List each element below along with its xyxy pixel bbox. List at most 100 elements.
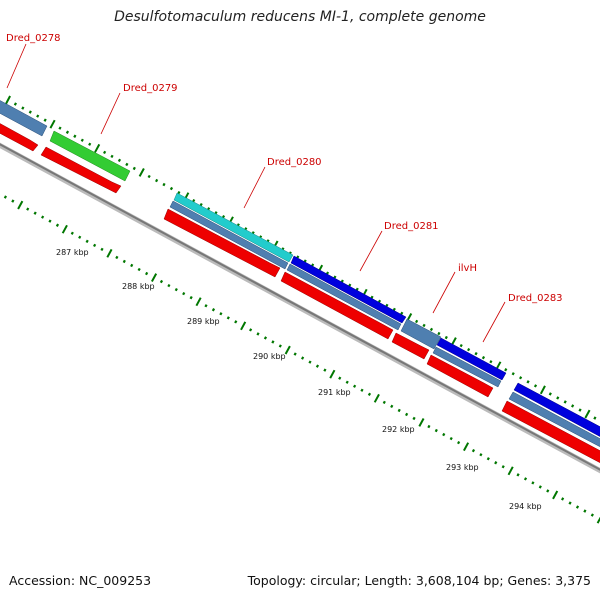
minor-tick [43, 118, 47, 122]
gene-feature-steel[interactable] [432, 346, 502, 388]
cds-arrow[interactable] [426, 354, 494, 398]
minor-tick [78, 235, 82, 239]
minor-tick [434, 428, 438, 433]
inner-tick-row [3, 195, 600, 524]
minor-tick [211, 308, 216, 312]
major-tick [106, 248, 113, 258]
minor-tick [459, 343, 463, 348]
major-tick [240, 321, 247, 331]
minor-tick [13, 102, 17, 106]
cds-arrow[interactable] [163, 208, 281, 278]
major-tick [418, 418, 425, 427]
minor-tick [58, 126, 62, 130]
minor-tick [226, 316, 230, 320]
cds-arrow[interactable] [391, 332, 430, 360]
cds-arrow[interactable] [40, 146, 122, 194]
minor-tick [345, 380, 349, 384]
gene-feature-cyan[interactable] [173, 192, 294, 263]
kbp-label: 290 kbp [253, 352, 286, 361]
minor-tick [474, 351, 478, 356]
gene-feature-steel[interactable] [400, 318, 442, 350]
major-tick [5, 95, 11, 105]
gene-feature-green[interactable] [49, 130, 131, 182]
cds-arrow[interactable] [0, 118, 39, 152]
gene-feature-steel[interactable] [508, 391, 600, 452]
minor-tick [504, 368, 508, 372]
kbp-label: 287 kbp [56, 248, 89, 257]
gene-label-dred-0279[interactable]: Dred_0279 [123, 83, 178, 94]
minor-tick [561, 497, 565, 501]
major-tick [584, 409, 591, 419]
minor-tick [427, 424, 431, 429]
minor-tick [353, 384, 357, 388]
minor-tick [204, 304, 208, 308]
gene-label-leaders [6, 43, 506, 343]
outer-tick-row [5, 95, 597, 420]
kbp-label: 289 kbp [187, 317, 220, 326]
gene-label-dred-0278[interactable]: Dred_0278 [6, 33, 61, 44]
cds-arrow[interactable] [280, 271, 394, 340]
minor-tick [147, 174, 151, 179]
minor-tick [533, 384, 538, 388]
minor-tick [457, 440, 461, 445]
minor-tick [36, 114, 40, 118]
minor-tick [412, 416, 416, 421]
minor-tick [167, 283, 171, 288]
minor-tick [189, 295, 193, 300]
minor-tick [93, 243, 97, 248]
minor-tick [511, 372, 515, 376]
gene-feature-blue[interactable] [436, 337, 507, 381]
major-tick [507, 466, 514, 476]
minor-tick [182, 291, 186, 296]
gene-feature-steel[interactable] [0, 95, 48, 137]
kbp-label: 291 kbp [318, 388, 351, 397]
minor-tick [593, 416, 597, 420]
gene-feature-blue[interactable] [513, 382, 600, 442]
minor-tick [400, 311, 404, 316]
minor-tick [489, 360, 493, 364]
gene-feature-steel[interactable] [169, 200, 289, 270]
major-tick [284, 345, 291, 355]
minor-tick [55, 223, 60, 227]
minor-tick [467, 347, 471, 352]
gene-feature-steel[interactable] [286, 263, 402, 331]
minor-tick [444, 335, 448, 340]
minor-tick [21, 106, 25, 110]
gene-feature-blue[interactable] [290, 255, 407, 324]
minor-tick [137, 267, 141, 272]
minor-tick [33, 211, 37, 215]
minor-tick [578, 408, 582, 412]
minor-tick [162, 182, 166, 187]
minor-tick [531, 481, 535, 485]
major-tick [329, 369, 336, 379]
minor-tick [392, 307, 396, 312]
minor-tick [338, 376, 342, 380]
minor-tick [538, 485, 542, 489]
minor-tick [249, 328, 253, 332]
minor-tick [571, 404, 575, 408]
minor-tick [481, 355, 486, 360]
gene-label-dred-0281[interactable]: Dred_0281 [384, 221, 439, 232]
gene-label-dred-0280[interactable]: Dred_0280 [267, 157, 322, 168]
minor-tick [437, 331, 441, 336]
minor-tick [11, 199, 15, 203]
minor-tick [405, 412, 409, 417]
minor-tick [323, 368, 327, 372]
gene-label-ilvh[interactable]: ilvH [458, 263, 477, 274]
minor-tick [360, 388, 364, 392]
kbp-label: 294 kbp [509, 502, 542, 511]
gene-label-dred-0283[interactable]: Dred_0283 [508, 293, 563, 304]
minor-tick [256, 332, 260, 336]
minor-tick [526, 380, 530, 384]
gene-labels: Dred_0278 Dred_0279 Dred_0280 Dred_0281 … [6, 33, 563, 304]
minor-tick [88, 142, 92, 146]
minor-tick [583, 509, 587, 513]
minor-tick [523, 477, 528, 481]
cds-arrow[interactable] [501, 400, 600, 468]
minor-tick [125, 162, 129, 167]
minor-tick [48, 219, 52, 223]
minor-tick [293, 352, 297, 356]
minor-tick [192, 198, 196, 203]
minor-tick [145, 271, 149, 276]
major-tick [552, 490, 559, 500]
